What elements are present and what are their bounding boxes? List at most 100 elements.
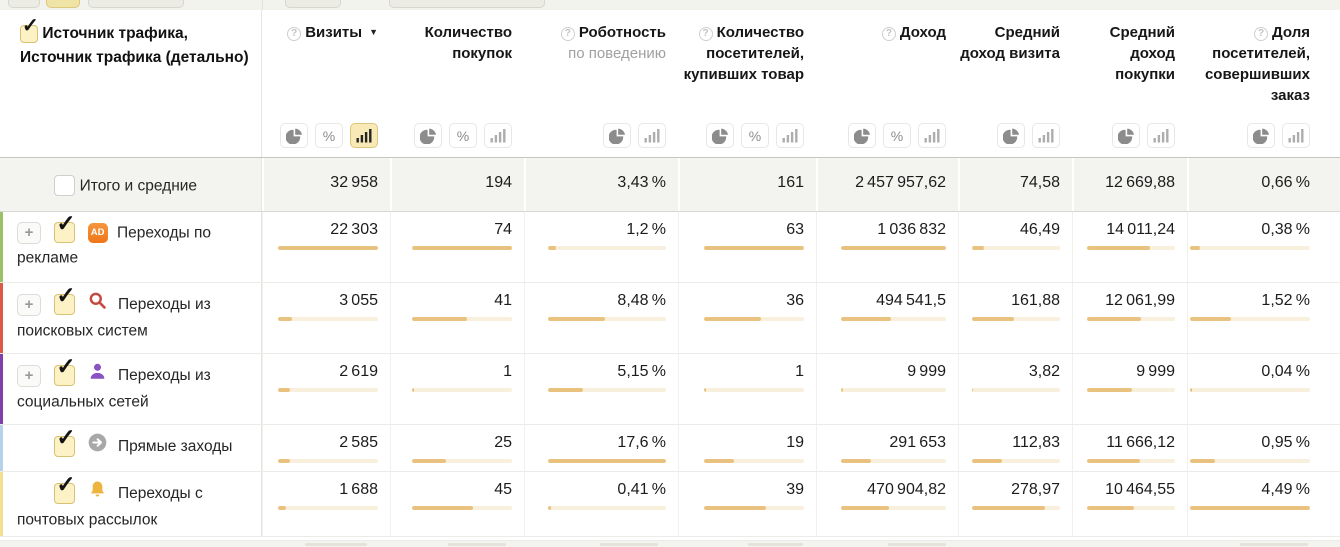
column-label[interactable]: ? Доля посетителей, совершивших заказ [1204,24,1310,104]
help-icon[interactable]: ? [1254,27,1269,41]
metric-bar [412,459,512,463]
bars-toggle-button[interactable] [638,123,666,148]
metric-bar [278,388,378,392]
pie-toggle-button[interactable] [414,123,442,148]
metric-cell: 2 585 [262,425,390,471]
bars-toggle-button[interactable] [1032,123,1060,148]
bars-toggle-button[interactable] [484,123,512,148]
metric-cell: 63 [678,212,816,282]
column-label[interactable]: Средний доход покупки [1109,24,1175,83]
metric-value: 3,43 % [617,174,666,191]
row-color-stripe [0,472,3,536]
metric-bar [972,506,1060,510]
metric-column-header: ? Роботность по поведению [524,10,678,157]
row-checkbox[interactable]: ✓ [54,426,76,457]
metric-bar-fill [1087,246,1151,250]
view-toggles: % [414,123,512,148]
column-label[interactable]: Количество покупок [424,24,512,62]
toolbar-button-stub-active[interactable] [46,0,80,8]
metric-cell: 291 653 [816,425,958,471]
pie-toggle-button[interactable] [706,123,734,148]
bar-chart-icon [644,129,660,143]
bars-toggle-button[interactable] [776,123,804,148]
metric-cell: 3,82 [958,354,1072,424]
row-name-cell: ✓ Переходы с почтовых рассылок [0,472,262,536]
metric-cell: 19 [678,425,816,471]
bars-toggle-button[interactable] [1282,123,1310,148]
row-checkbox[interactable]: ✓ [54,473,76,504]
expand-button[interactable]: + [17,293,41,316]
metric-value: 1 [795,363,804,380]
pie-toggle-button[interactable] [1247,123,1275,148]
metric-bar-fill [412,317,468,321]
metric-bar-fill [1087,388,1133,392]
pie-toggle-button[interactable] [997,123,1025,148]
row-checkbox[interactable]: ✓ [54,355,76,386]
bar-chart-icon [1153,129,1169,143]
metric-cell: 25 [390,425,524,471]
bars-toggle-button[interactable] [918,123,946,148]
help-icon[interactable]: ? [560,27,575,41]
metric-cell: 4,49 % [1187,472,1340,536]
row-checkbox[interactable] [54,175,76,197]
metric-value: 2 457 957,62 [855,174,946,191]
column-label[interactable]: Средний доход визита [960,24,1060,62]
metric-bar [1190,246,1310,250]
percent-toggle-button[interactable]: % [883,123,911,148]
row-checkbox[interactable]: ✓ [54,284,76,315]
row-name-cell: + ✓ Переходы из социальных сетей [0,354,262,424]
metric-bar-fill [841,388,843,392]
metric-bar-fill [278,506,286,510]
pie-toggle-button[interactable] [603,123,631,148]
toolbar-button-stub[interactable] [88,0,184,8]
metric-bar [548,246,666,250]
toolbar-button-stub[interactable] [8,0,40,8]
expand-button[interactable]: + [17,364,41,387]
view-toggles [1112,123,1175,148]
bars-toggle-button[interactable] [1147,123,1175,148]
metric-bar [704,459,804,463]
metric-bar-fill [1190,388,1192,392]
metric-bar-fill [841,459,871,463]
percent-toggle-button[interactable]: % [449,123,477,148]
metric-bar [972,317,1060,321]
metric-cell: 46,49 [958,212,1072,282]
table-row: + ✓ Переходы из поисковых систем 3 055 4… [0,283,1340,354]
help-icon[interactable]: ? [287,27,302,41]
column-label[interactable]: ? Визиты ▼ [262,10,390,43]
metric-bar [841,388,946,392]
partial-next-row [0,540,1340,547]
source-column-header[interactable]: ✓ Источник трафика, Источник трафика (де… [0,10,262,157]
metric-bar [1087,317,1175,321]
column-label[interactable]: ? Роботность по поведению [524,10,678,64]
column-label[interactable]: ? Доход [816,10,958,43]
metric-cell: 1 [390,354,524,424]
help-icon[interactable]: ? [881,27,896,41]
column-label[interactable]: ? Количество посетителей, купивших товар [683,24,804,83]
row-label: Переходы с почтовых рассылок [17,485,203,529]
toolbar-button-stub[interactable] [285,0,341,8]
metric-value: 11 666,12 [1106,434,1175,451]
toolbar-button-stub[interactable] [389,0,545,8]
pie-toggle-button[interactable] [280,123,308,148]
metric-column-header: ? Доля посетителей, совершивших заказ [1187,10,1340,157]
expand-button[interactable]: + [17,221,41,244]
metric-bar-fill [278,388,290,392]
metric-value: 45 [494,481,512,498]
bars-toggle-button[interactable] [350,123,378,148]
pie-toggle-button[interactable] [1112,123,1140,148]
help-icon[interactable]: ? [698,27,713,41]
pie-icon [1253,128,1269,144]
select-all-checkbox[interactable]: ✓ [20,16,39,43]
pie-toggle-button[interactable] [848,123,876,148]
metric-bar [1087,246,1175,250]
metric-bar-fill [704,506,766,510]
row-checkbox[interactable]: ✓ [54,212,76,244]
percent-toggle-button[interactable]: % [315,123,343,148]
metric-bar [1190,317,1310,321]
view-toggles: % [280,123,378,148]
sort-desc-icon[interactable]: ▼ [369,27,378,37]
percent-icon: % [456,127,470,144]
bar-chart-icon [782,129,798,143]
percent-toggle-button[interactable]: % [741,123,769,148]
